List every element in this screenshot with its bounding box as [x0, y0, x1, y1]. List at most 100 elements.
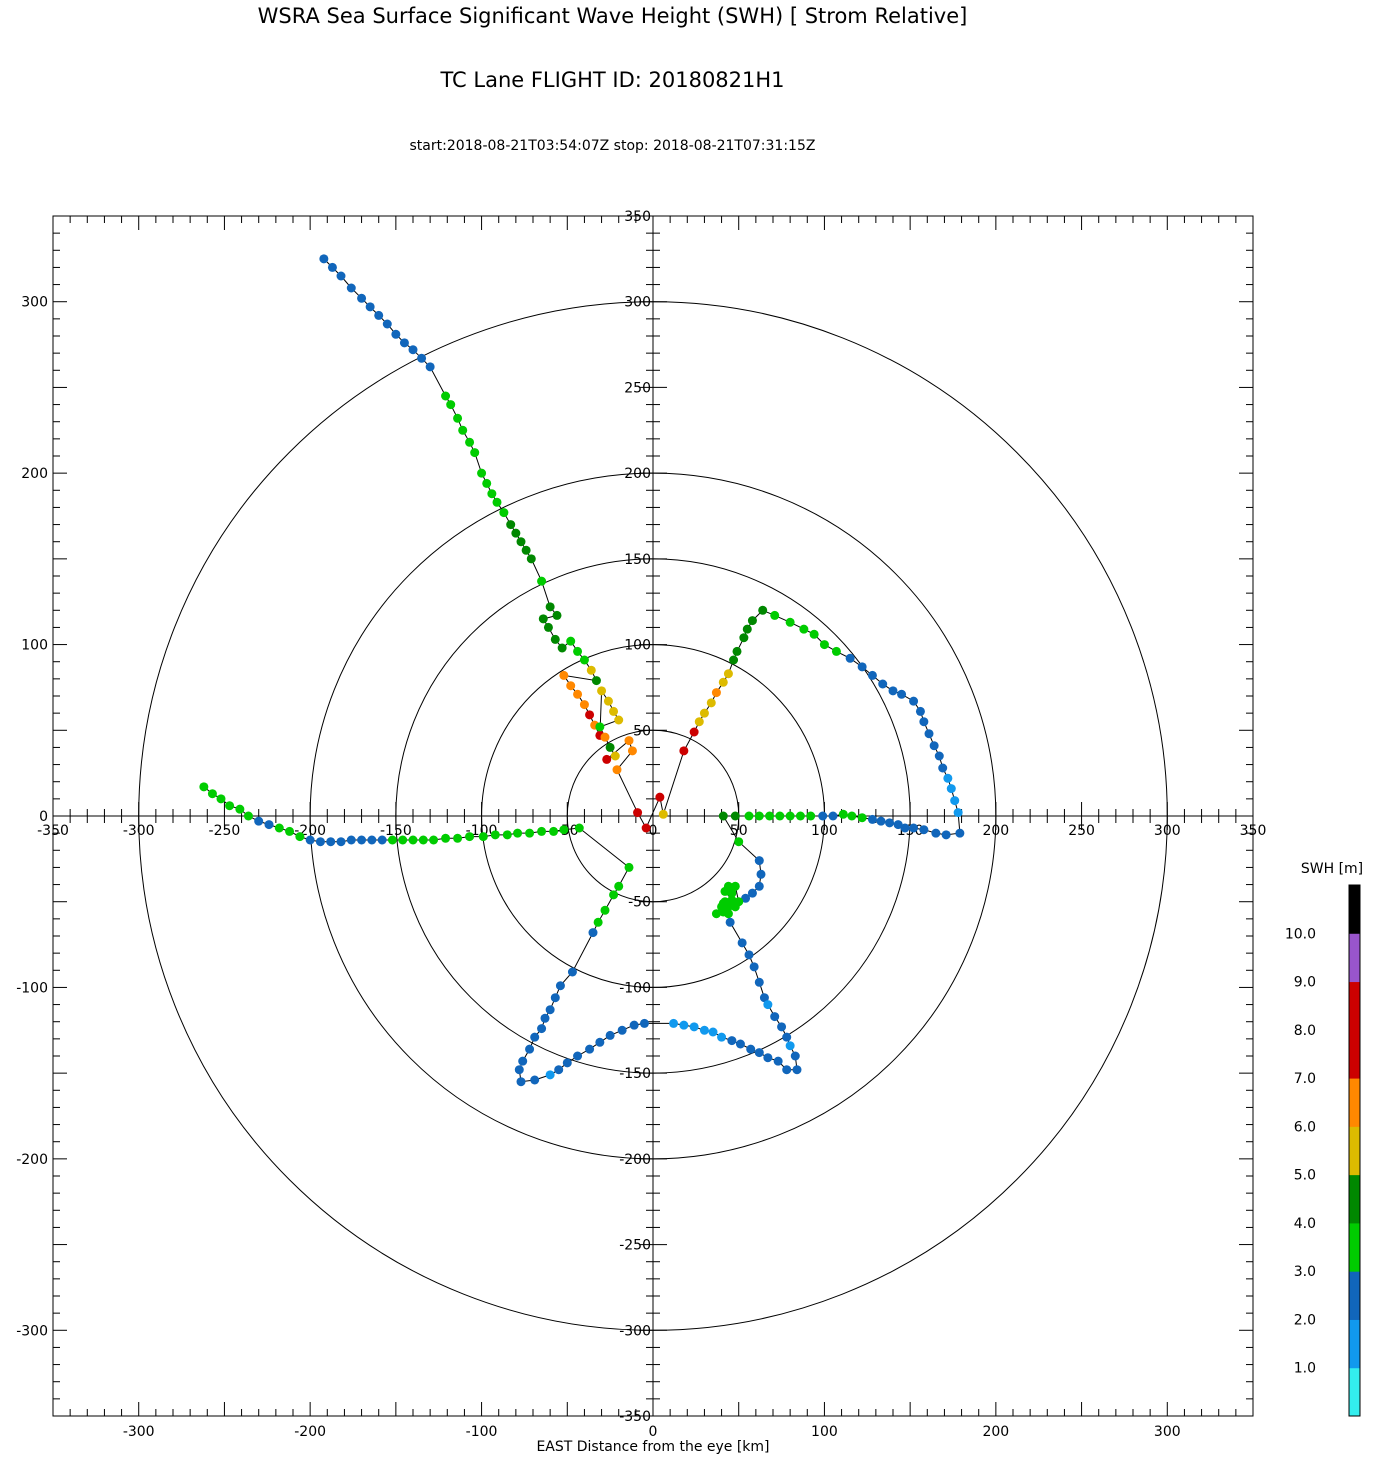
swh-point	[243, 811, 253, 821]
colorbar-segment	[1349, 1367, 1360, 1417]
swh-point	[446, 400, 456, 410]
swh-point	[264, 820, 274, 830]
colorbar-segment	[1349, 1271, 1360, 1320]
swh-point	[588, 928, 598, 938]
swh-point	[591, 676, 601, 686]
swh-point	[754, 811, 764, 821]
swh-point	[567, 967, 577, 977]
colorbar-label: 9.0	[1294, 975, 1316, 991]
swh-point	[929, 741, 939, 751]
swh-point	[557, 643, 567, 653]
swh-point	[537, 1024, 547, 1034]
swh-point	[562, 1058, 572, 1068]
center-y-tick-label: -300	[619, 1323, 651, 1339]
swh-point	[819, 640, 829, 650]
center-y-tick-label: -50	[628, 895, 651, 911]
swh-point	[499, 508, 509, 518]
swh-point	[382, 319, 392, 329]
swh-point	[915, 706, 925, 716]
swh-point	[876, 816, 886, 826]
swh-point	[734, 837, 744, 847]
swh-point	[315, 837, 325, 847]
swh-point	[888, 686, 898, 696]
swh-point	[723, 909, 733, 919]
swh-point	[614, 881, 624, 891]
swh-point	[617, 1025, 627, 1035]
swh-point	[795, 811, 805, 821]
swh-point	[537, 826, 547, 836]
colorbar-segment	[1349, 1174, 1360, 1224]
swh-point	[782, 1065, 792, 1075]
track-line	[203, 258, 961, 1083]
swh-point	[346, 283, 356, 293]
swh-point	[737, 938, 747, 948]
center-y-tick-label: 250	[624, 380, 651, 396]
swh-point	[425, 362, 435, 372]
center-y-tick-label: 200	[624, 466, 651, 482]
swh-point	[552, 610, 562, 620]
colorbar-segment	[1349, 1029, 1360, 1079]
center-x-tick-label: 0	[649, 823, 658, 839]
swh-point	[408, 835, 418, 845]
swh-point	[573, 646, 583, 656]
swh-point	[199, 782, 209, 792]
colorbar-label: 5.0	[1294, 1168, 1316, 1184]
swh-point	[555, 981, 565, 991]
swh-point	[387, 835, 397, 845]
swh-point	[711, 688, 721, 698]
swh-point	[612, 765, 622, 775]
swh-point	[754, 856, 764, 866]
center-y-tick-label: -350	[619, 1409, 651, 1425]
swh-point	[950, 796, 960, 806]
center-y-tick-label: 300	[624, 295, 651, 311]
swh-point	[441, 391, 451, 401]
swh-point	[775, 811, 785, 821]
center-x-tick-label: 300	[1154, 823, 1181, 839]
swh-point	[470, 448, 480, 458]
swh-point	[730, 811, 740, 821]
center-y-tick-label: -200	[619, 1152, 651, 1168]
swh-point	[725, 917, 735, 927]
swh-point	[770, 610, 780, 620]
swh-point	[845, 653, 855, 663]
swh-point	[235, 804, 245, 814]
swh-point	[441, 833, 451, 843]
swh-point	[744, 811, 754, 821]
center-y-tick-label: 150	[624, 552, 651, 568]
swh-point	[530, 1032, 540, 1042]
swh-point	[746, 1044, 756, 1054]
y-tick-label: 300	[21, 295, 48, 311]
swh-point	[377, 835, 387, 845]
swh-point	[429, 835, 439, 845]
flight-track	[203, 258, 961, 1083]
swh-point	[545, 1070, 555, 1080]
swh-point	[573, 689, 583, 699]
center-y-tick-label: 100	[624, 638, 651, 654]
colorbar-segment	[1349, 1126, 1360, 1176]
swh-point	[679, 1020, 689, 1030]
swh-point	[633, 808, 643, 818]
swh-point	[777, 1022, 787, 1032]
swh-point	[909, 823, 919, 833]
center-y-tick-label: -250	[619, 1238, 651, 1254]
colorbar: SWH [m] 1.0 2.0 3.0 4.0 5.0 6.0 7.0 8.0 9.0 10.0	[1285, 861, 1363, 1417]
swh-point	[543, 622, 553, 632]
swh-point	[641, 823, 651, 833]
colorbar-segment	[1349, 1222, 1360, 1272]
swh-point	[639, 1018, 649, 1028]
swh-point	[453, 833, 463, 843]
swh-point	[831, 646, 841, 656]
swh-point	[487, 489, 497, 499]
y-tick-label: -200	[16, 1152, 48, 1168]
swh-point	[225, 801, 235, 811]
colorbar-label: 2.0	[1294, 1312, 1316, 1328]
swh-point	[785, 811, 795, 821]
swh-point	[708, 1027, 718, 1037]
chart-title: WSRA Sea Surface Significant Wave Height…	[257, 4, 968, 28]
swh-point	[610, 751, 620, 761]
swh-point	[624, 862, 634, 872]
swh-point	[526, 554, 536, 564]
swh-point	[946, 784, 956, 794]
swh-point	[525, 1044, 535, 1054]
swh-point	[482, 478, 492, 488]
